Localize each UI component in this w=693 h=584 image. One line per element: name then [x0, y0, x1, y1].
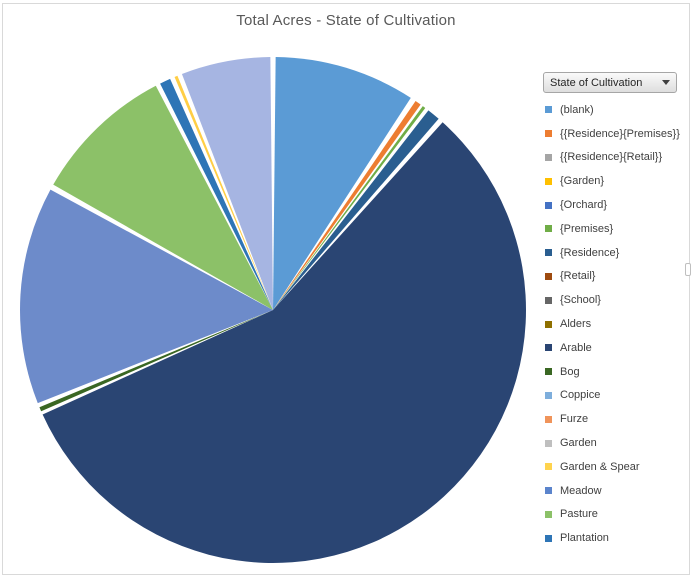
legend-label: {Premises}	[560, 222, 614, 235]
legend-item-5[interactable]: {Premises}	[543, 217, 685, 241]
legend-item-12[interactable]: Coppice	[543, 384, 685, 408]
field-filter-label: State of Cultivation	[550, 76, 643, 89]
legend-swatch	[545, 153, 552, 161]
pie-slice-0[interactable]	[273, 57, 411, 311]
legend-label: Pasture	[560, 508, 598, 521]
legend-item-4[interactable]: {Orchard}	[543, 193, 685, 217]
legend-swatch	[545, 534, 552, 542]
pie-slice-7[interactable]	[53, 85, 273, 310]
legend-item-17[interactable]: Pasture	[543, 503, 685, 527]
legend-swatch	[545, 439, 552, 447]
legend-label: Garden & Spear	[560, 460, 640, 473]
pie-slice-1[interactable]	[273, 101, 421, 310]
legend-label: {{Residence}{Premises}}	[560, 127, 680, 140]
legend-label: {School}	[560, 294, 601, 307]
pie-slice-8[interactable]	[160, 78, 273, 311]
legend-swatch	[545, 106, 552, 114]
legend-label: Coppice	[560, 389, 601, 402]
pie-chart	[20, 57, 527, 563]
pie-slice-3[interactable]	[273, 110, 439, 310]
legend-item-7[interactable]: {Retail}	[543, 265, 685, 289]
legend-swatch	[545, 320, 552, 328]
legend-label: Arable	[560, 341, 592, 354]
legend-item-10[interactable]: Arable	[543, 336, 685, 360]
legend-label: Garden	[560, 437, 597, 450]
legend-label: Plantation	[560, 532, 609, 545]
legend-label: {Orchard}	[560, 199, 608, 212]
legend-label: Furze	[560, 413, 589, 426]
legend-label: {Retail}	[560, 270, 596, 283]
legend-swatch	[545, 225, 552, 233]
pie-slice-6[interactable]	[20, 189, 273, 404]
chart-frame: Total Acres - State of Cultivation State…	[2, 3, 690, 575]
legend-swatch	[545, 487, 552, 495]
pie-slice-4[interactable]	[42, 122, 527, 563]
legend-label: {{Residence}{Retail}}	[560, 151, 663, 164]
legend-label: (blank)	[560, 103, 594, 116]
legend-swatch	[545, 368, 552, 376]
legend-label: Alders	[560, 318, 592, 331]
legend-item-15[interactable]: Garden & Spear	[543, 455, 685, 479]
legend-swatch	[545, 463, 552, 471]
legend-item-1[interactable]: {{Residence}{Premises}}	[543, 122, 685, 146]
legend-item-13[interactable]: Furze	[543, 407, 685, 431]
legend-swatch	[545, 391, 552, 399]
legend-label: {Garden}	[560, 175, 605, 188]
legend-swatch	[545, 201, 552, 209]
chart-title: Total Acres - State of Cultivation	[236, 12, 456, 29]
legend-item-18[interactable]: Plantation	[543, 526, 685, 550]
legend-label: Bog	[560, 365, 580, 378]
legend-swatch	[545, 510, 552, 518]
legend-item-8[interactable]: {School}	[543, 288, 685, 312]
pie-slice-9[interactable]	[174, 75, 273, 310]
legend-swatch	[545, 415, 552, 423]
legend-label: Meadow	[560, 484, 602, 497]
pie-slice-10[interactable]	[181, 57, 273, 311]
pie-slice-2[interactable]	[273, 106, 426, 310]
pie-slice-5[interactable]	[39, 310, 274, 412]
legend-swatch	[545, 249, 552, 257]
legend-swatch	[545, 272, 552, 280]
legend-item-3[interactable]: {Garden}	[543, 169, 685, 193]
legend-item-6[interactable]: {Residence}	[543, 241, 685, 265]
resize-handle-right[interactable]	[685, 263, 691, 276]
legend-label: {Residence}	[560, 246, 620, 259]
legend-item-2[interactable]: {{Residence}{Retail}}	[543, 146, 685, 170]
chevron-down-icon	[662, 80, 670, 85]
legend-swatch	[545, 130, 552, 138]
legend-item-9[interactable]: Alders	[543, 312, 685, 336]
legend: (blank) {{Residence}{Premises}} {{Residenc…	[543, 98, 685, 550]
legend-swatch	[545, 177, 552, 185]
legend-item-11[interactable]: Bog	[543, 360, 685, 384]
legend-swatch	[545, 296, 552, 304]
legend-item-16[interactable]: Meadow	[543, 479, 685, 503]
legend-swatch	[545, 344, 552, 352]
legend-item-0[interactable]: (blank)	[543, 98, 685, 122]
legend-item-14[interactable]: Garden	[543, 431, 685, 455]
field-filter-button[interactable]: State of Cultivation	[543, 72, 677, 93]
